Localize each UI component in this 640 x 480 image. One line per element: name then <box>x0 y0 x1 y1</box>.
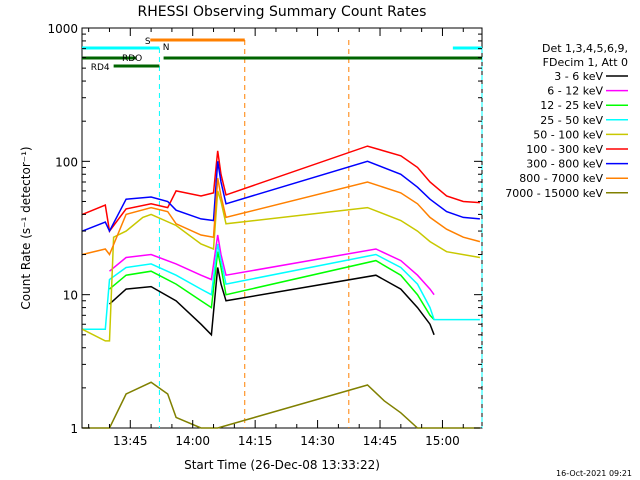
y-tick-label: 10 <box>63 289 78 303</box>
x-tick-label: 14:30 <box>300 434 335 448</box>
plot-layer: N RDO RD4 S <box>82 37 483 429</box>
series-line-0 <box>108 267 435 337</box>
x-tick-label: 15:00 <box>425 434 460 448</box>
series-line-1 <box>109 234 435 296</box>
legend-label: 800 - 7000 keV <box>519 172 603 185</box>
axis-layer: 1 10 100 1000 13:45 14:00 14:15 14:30 14:45 15:00 <box>47 22 482 448</box>
series-line-4 <box>82 190 481 342</box>
x-axis-label: Start Time (26-Dec-08 13:33:22) <box>184 458 380 472</box>
series-line-7 <box>82 177 481 256</box>
legend-label: 300 - 800 keV <box>526 158 603 171</box>
x-tick-label: 14:45 <box>363 434 398 448</box>
chart-title: RHESSI Observing Summary Count Rates <box>138 4 427 20</box>
y-axis-label: Count Rate (s⁻¹ detector⁻¹) <box>19 146 33 309</box>
series-line-8 <box>82 381 480 429</box>
flag-label-rd4: RD4 <box>91 63 110 73</box>
series-line-6 <box>82 160 480 233</box>
legend-header-line: Det 1,3,4,5,6,9, <box>542 42 628 55</box>
legend-label: 25 - 50 keV <box>540 114 603 127</box>
legend: Det 1,3,4,5,6,9,FDecim 1, Att 03 - 6 keV… <box>505 42 628 200</box>
plot-frame <box>81 27 483 429</box>
flag-label-rdo: RDO <box>122 54 142 64</box>
series-line-3 <box>82 243 480 331</box>
legend-label: 12 - 25 keV <box>540 99 603 112</box>
series-line-5 <box>82 145 480 233</box>
footer-timestamp: 16-Oct-2021 09:21 <box>556 469 632 478</box>
y-tick-label: 1 <box>70 422 78 436</box>
legend-label: 7000 - 15000 keV <box>505 187 603 200</box>
flag-label-s: S <box>145 37 151 47</box>
legend-header-line: FDecim 1, Att 0 <box>543 56 628 69</box>
series-line-2 <box>109 251 435 321</box>
x-tick-label: 14:15 <box>238 434 273 448</box>
legend-label: 100 - 300 keV <box>526 143 603 156</box>
legend-label: 3 - 6 keV <box>554 70 603 83</box>
x-tick-label: 13:45 <box>113 434 148 448</box>
y-tick-label: 100 <box>55 155 78 169</box>
flag-label-n: N <box>163 43 170 53</box>
legend-label: 50 - 100 keV <box>533 128 603 141</box>
legend-label: 6 - 12 keV <box>547 85 603 98</box>
x-tick-label: 14:00 <box>175 434 210 448</box>
y-tick-label: 1000 <box>47 22 78 36</box>
